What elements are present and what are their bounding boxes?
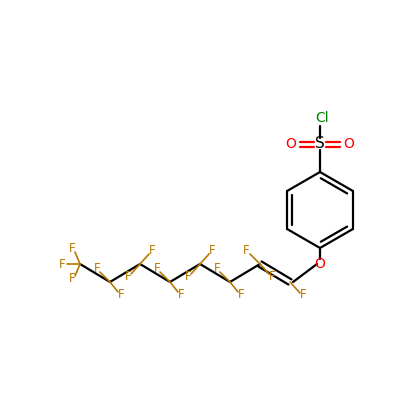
Text: F: F [185, 270, 191, 282]
Text: F: F [94, 262, 100, 276]
Text: F: F [69, 272, 75, 286]
Text: Cl: Cl [315, 111, 329, 125]
Text: F: F [69, 242, 75, 256]
Text: F: F [154, 262, 160, 276]
Text: F: F [243, 244, 249, 256]
Text: F: F [178, 288, 184, 300]
Text: F: F [269, 270, 275, 282]
Text: F: F [59, 258, 65, 270]
Text: F: F [209, 244, 215, 258]
Text: O: O [314, 257, 326, 271]
Text: F: F [149, 244, 155, 258]
Text: F: F [238, 288, 244, 300]
Text: O: O [286, 137, 296, 151]
Text: F: F [214, 262, 220, 276]
Text: O: O [344, 137, 354, 151]
Text: F: F [118, 288, 124, 300]
Text: S: S [315, 136, 325, 152]
Text: F: F [300, 288, 306, 300]
Text: F: F [125, 270, 131, 282]
